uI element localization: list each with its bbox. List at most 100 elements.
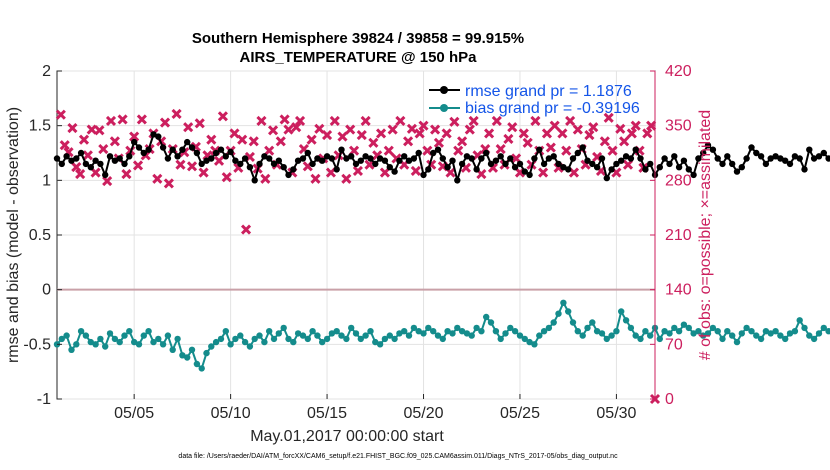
y-axis-label-left: rmse and bias (model - observation) — [5, 107, 22, 363]
rmse-point — [425, 166, 432, 173]
rmse-point — [695, 155, 702, 162]
bias-point — [314, 332, 321, 339]
rmse-point — [526, 171, 533, 179]
rmse-point — [777, 155, 784, 162]
bias-point — [574, 328, 581, 335]
rmse-point — [251, 177, 258, 184]
right-tick-label: 70 — [665, 336, 683, 353]
assimilated-point — [518, 128, 529, 139]
rmse-point — [589, 160, 596, 168]
assimilated-point — [491, 115, 502, 127]
bias-point — [328, 330, 336, 337]
bias-point — [579, 332, 586, 339]
rmse-point — [217, 146, 225, 153]
assimilated-point — [379, 167, 390, 178]
bias-point — [661, 328, 668, 335]
assimilated-point — [129, 131, 140, 142]
rmse-point — [266, 155, 273, 162]
rmse-point — [237, 160, 244, 168]
legend-bias-marker — [440, 104, 448, 112]
rmse-point — [820, 149, 827, 157]
assimilated-point — [71, 161, 82, 173]
assimilated-point — [132, 160, 144, 171]
assimilated-point — [206, 134, 217, 145]
bias-point — [622, 317, 630, 324]
assimilated-point — [98, 144, 109, 155]
rmse-point — [743, 155, 750, 162]
rmse-point — [454, 177, 461, 184]
bias-point — [748, 328, 755, 335]
bias-point — [420, 330, 427, 337]
bias-point — [637, 335, 644, 343]
rmse-point — [671, 153, 678, 160]
rmse-point — [762, 160, 770, 168]
rmse-point — [680, 157, 688, 164]
bias-point — [666, 330, 673, 337]
bias-point — [212, 338, 220, 346]
bias-point — [145, 328, 152, 335]
assimilated-point — [599, 136, 610, 147]
bias-point — [237, 332, 244, 339]
bias-point — [492, 328, 500, 335]
bias-point — [396, 330, 403, 337]
rmse-point — [405, 157, 413, 164]
rmse-point — [569, 155, 577, 162]
bias-point — [270, 335, 278, 343]
bias-point — [208, 343, 215, 350]
assimilated-point — [352, 165, 363, 177]
rmse-point — [222, 153, 229, 160]
bias-point — [815, 330, 823, 337]
rmse-point — [102, 171, 109, 179]
bias-point — [376, 341, 384, 348]
rmse-point — [767, 155, 774, 162]
bias-point — [116, 338, 123, 346]
assimilated-point — [291, 122, 302, 133]
bias-point — [367, 328, 374, 335]
bias-point — [434, 332, 442, 339]
bias-point — [733, 338, 741, 346]
bias-point — [454, 324, 461, 332]
bias-point — [753, 332, 760, 339]
bias-point — [685, 324, 692, 332]
rmse-point — [328, 155, 336, 162]
rmse-point — [420, 171, 427, 179]
rmse-point — [647, 160, 654, 168]
bias-point — [256, 332, 263, 339]
assimilated-point — [522, 137, 533, 148]
bias-point — [565, 308, 572, 315]
assimilated-point — [538, 167, 549, 178]
bias-point — [338, 332, 345, 339]
assimilated-point — [557, 128, 568, 139]
assimilated-point — [186, 161, 198, 172]
rmse-point — [256, 160, 263, 168]
rmse-point — [159, 144, 167, 151]
rmse-point — [545, 155, 553, 162]
bias-point — [704, 330, 712, 337]
rmse-point — [748, 144, 755, 151]
rmse-point — [729, 160, 736, 168]
x-tick-label: 05/25 — [500, 405, 540, 422]
bias-point — [309, 328, 316, 335]
rmse-point — [212, 149, 220, 157]
bias-point — [251, 335, 258, 343]
assimilated-point — [530, 115, 541, 127]
rmse-point — [410, 155, 418, 162]
rmse-point — [719, 160, 726, 168]
rmse-point — [468, 155, 475, 162]
assimilated-point — [368, 137, 379, 148]
assimilated-point — [171, 108, 182, 120]
rmse-point — [121, 160, 128, 168]
bias-point — [647, 332, 654, 339]
bias-point — [227, 341, 234, 348]
bias-point — [627, 324, 635, 332]
bias-point — [675, 328, 683, 335]
left-axis-ticks: -1 -0.5 0 0.5 1 1.5 2 — [23, 63, 62, 408]
assimilated-point — [468, 115, 479, 127]
bias-point — [680, 321, 688, 328]
rmse-point — [372, 160, 379, 168]
rmse-point — [531, 155, 538, 162]
rmse-point — [232, 157, 239, 164]
rmse-point — [603, 174, 610, 182]
assimilated-point — [615, 123, 626, 134]
bias-point — [656, 335, 663, 343]
